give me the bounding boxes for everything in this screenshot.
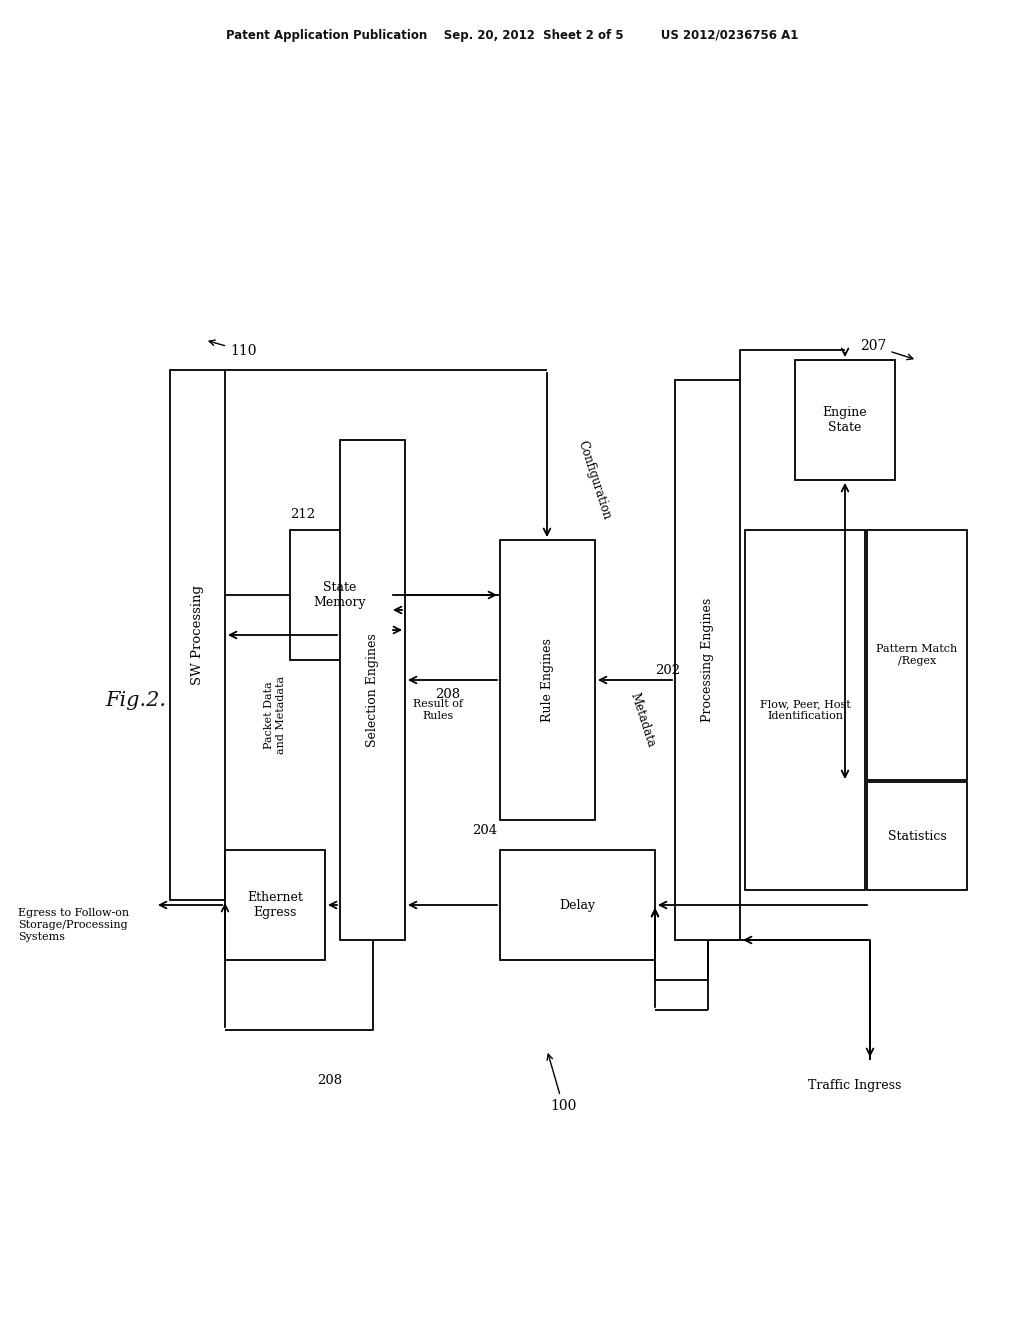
FancyBboxPatch shape [225,850,325,960]
Text: Delay: Delay [559,899,596,912]
Text: 212: 212 [290,508,315,521]
Text: 100: 100 [547,1055,577,1113]
FancyBboxPatch shape [867,531,967,780]
FancyBboxPatch shape [867,781,967,890]
Text: Result of
Rules: Result of Rules [413,700,463,721]
Text: Pattern Match
/Regex: Pattern Match /Regex [877,644,957,667]
Text: Flow, Peer, Host
Identification: Flow, Peer, Host Identification [760,700,850,721]
Text: Statistics: Statistics [888,829,946,842]
Text: Rule Engines: Rule Engines [541,638,554,722]
Text: Metadata: Metadata [628,690,658,748]
Text: Engine
State: Engine State [822,405,867,434]
Text: Patent Application Publication    Sep. 20, 2012  Sheet 2 of 5         US 2012/02: Patent Application Publication Sep. 20, … [226,29,798,41]
Text: Ethernet
Egress: Ethernet Egress [247,891,303,919]
FancyBboxPatch shape [340,440,406,940]
FancyBboxPatch shape [290,531,390,660]
FancyBboxPatch shape [745,531,865,890]
FancyBboxPatch shape [795,360,895,480]
Text: State
Memory: State Memory [313,581,367,610]
Text: 110: 110 [209,341,256,358]
FancyBboxPatch shape [500,540,595,820]
Text: Configuration: Configuration [575,438,612,521]
Text: Fig.2.: Fig.2. [105,690,166,710]
Text: Packet Data
and Metadata: Packet Data and Metadata [264,676,286,754]
Text: Traffic Ingress: Traffic Ingress [808,1078,902,1092]
Text: 204: 204 [472,824,497,837]
Text: Selection Engines: Selection Engines [366,634,379,747]
FancyBboxPatch shape [675,380,740,940]
Text: 208: 208 [317,1073,343,1086]
Text: Processing Engines: Processing Engines [701,598,714,722]
Text: SW Processing: SW Processing [191,585,204,685]
FancyBboxPatch shape [500,850,655,960]
Text: 202: 202 [655,664,680,676]
Text: 208: 208 [435,689,460,701]
FancyBboxPatch shape [170,370,225,900]
Text: 207: 207 [860,339,912,359]
Text: Egress to Follow-on
Storage/Processing
Systems: Egress to Follow-on Storage/Processing S… [18,908,129,942]
